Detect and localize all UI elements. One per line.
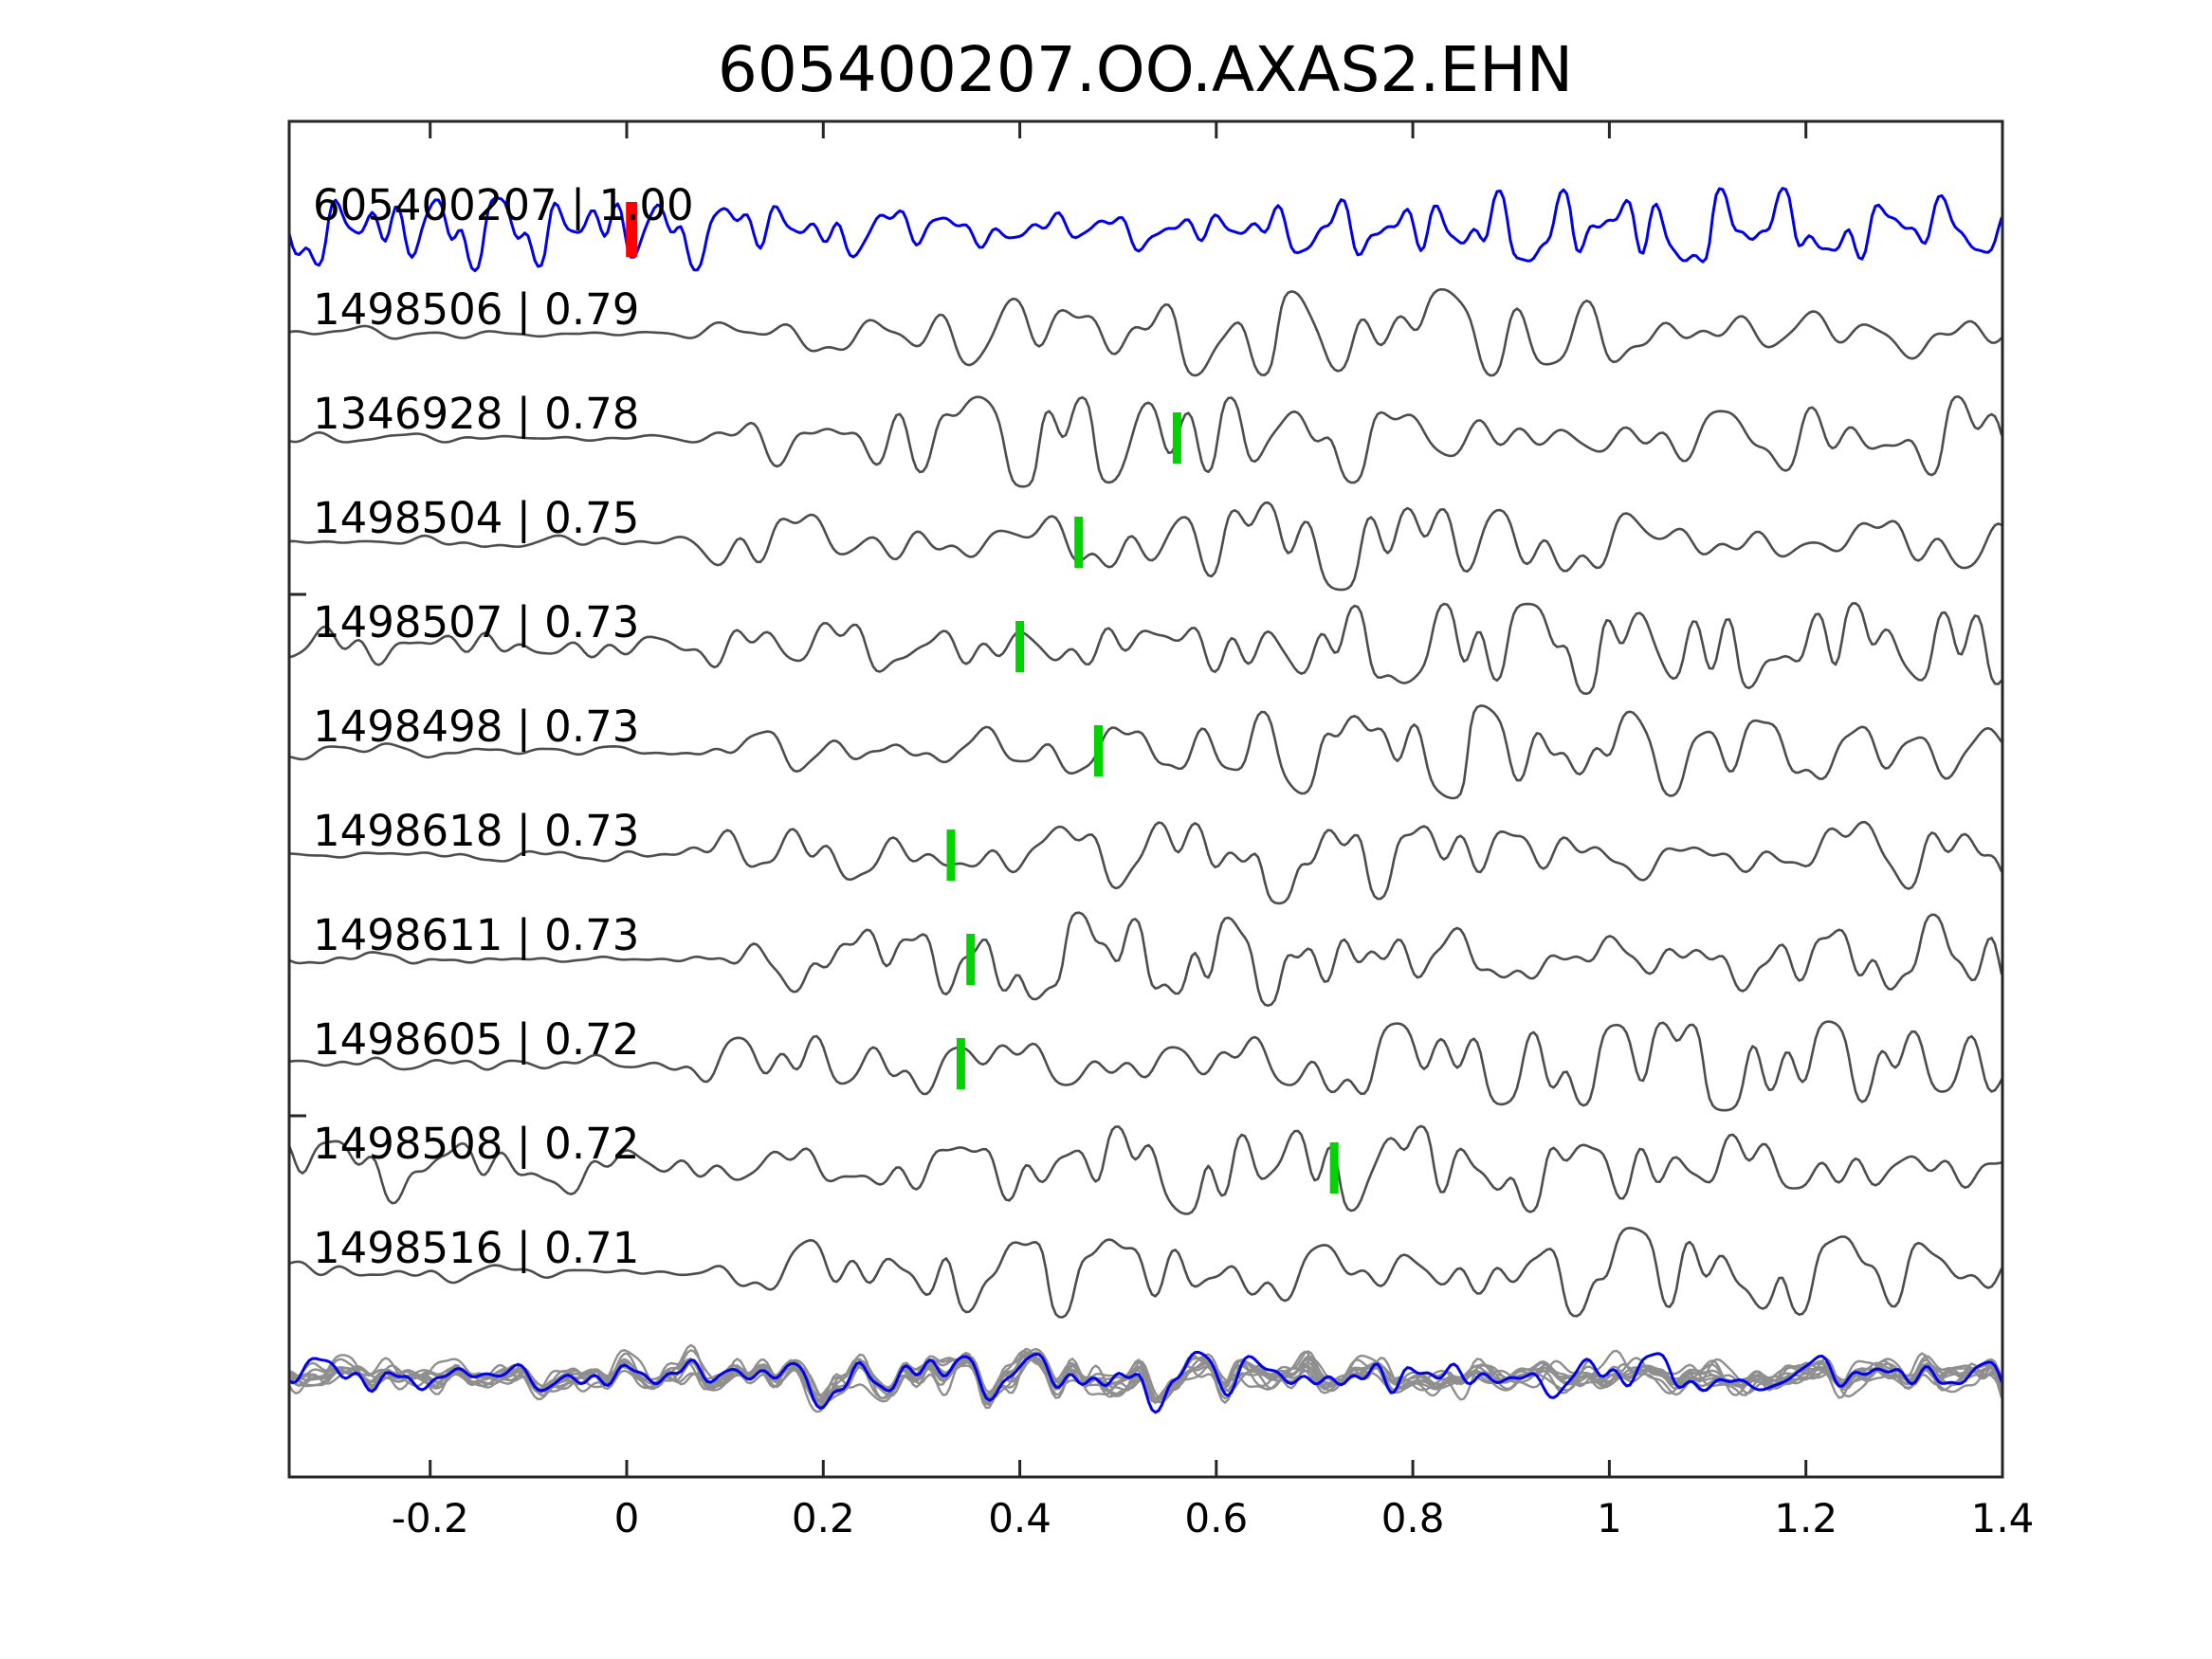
overlay-template-trace <box>289 1350 2002 1414</box>
pick-marker-1498507 <box>1015 621 1025 672</box>
pick-marker-605400207 <box>626 202 638 257</box>
pick-marker-1346928 <box>1172 412 1181 464</box>
x-tick-label: 1 <box>1597 1495 1622 1541</box>
x-tick-label: 1.4 <box>1971 1495 2035 1541</box>
waveform-trace-605400207 <box>289 187 2002 273</box>
waveform-trace-1346928 <box>289 394 2002 488</box>
trace-label-1498611: 1498611 | 0.73 <box>313 910 639 960</box>
trace-label-1498506: 1498506 | 0.79 <box>313 284 639 335</box>
trace-label-1498605: 1498605 | 0.72 <box>313 1014 639 1065</box>
overlay-detection-trace-10 <box>289 1343 2002 1401</box>
pick-markers-layer <box>626 202 1339 1194</box>
waveform-trace-1498508 <box>289 1124 2002 1215</box>
trace-label-1498618: 1498618 | 0.73 <box>313 806 639 856</box>
x-tick-label: 0.6 <box>1184 1495 1248 1541</box>
waveform-trace-1498504 <box>289 501 2002 592</box>
trace-label-1498498: 1498498 | 0.73 <box>313 702 639 752</box>
waveform-trace-1498618 <box>289 820 2002 905</box>
x-tick-label: -0.2 <box>392 1495 469 1541</box>
waveform-trace-1498498 <box>289 704 2002 800</box>
trace-label-1498504: 1498504 | 0.75 <box>313 493 639 543</box>
waveform-trace-1498507 <box>289 601 2002 696</box>
figure-title: 605400207.OO.AXAS2.EHN <box>718 33 1573 106</box>
trace-label-1346928: 1346928 | 0.78 <box>313 389 639 439</box>
waveform-trace-1498506 <box>289 287 2002 377</box>
trace-label-1498508: 1498508 | 0.72 <box>313 1119 639 1169</box>
axes-spines <box>287 119 2004 1479</box>
trace-label-1498516: 1498516 | 0.71 <box>313 1223 639 1273</box>
trace-label-605400207: 605400207 | 1.00 <box>313 180 694 230</box>
waveform-trace-1498611 <box>289 911 2002 1007</box>
x-tick-label: 0.4 <box>988 1495 1051 1541</box>
pick-marker-1498611 <box>966 934 976 985</box>
axes-layer: -0.2 0 0.2 0.4 0.6 0.8 1 1.2 1.4 <box>287 119 2035 1541</box>
x-tick-label: 1.2 <box>1774 1495 1837 1541</box>
trace-label-1498507: 1498507 | 0.73 <box>313 597 639 647</box>
pick-marker-1498508 <box>1329 1142 1339 1194</box>
pick-marker-1498605 <box>956 1038 965 1089</box>
x-tick-label: 0.8 <box>1381 1495 1445 1541</box>
x-tick-label: 0.2 <box>792 1495 855 1541</box>
trace-labels-layer: 605400207 | 1.00 1498506 | 0.79 1346928 | … <box>313 180 694 1273</box>
pick-marker-1498504 <box>1074 517 1084 568</box>
pick-marker-1498618 <box>946 830 956 881</box>
waveform-trace-1498605 <box>289 1020 2002 1112</box>
waveform-trace-1498516 <box>289 1227 2002 1319</box>
x-tick-label: 0 <box>614 1495 640 1541</box>
pick-marker-1498498 <box>1094 725 1103 776</box>
traces-layer <box>289 187 2002 1414</box>
